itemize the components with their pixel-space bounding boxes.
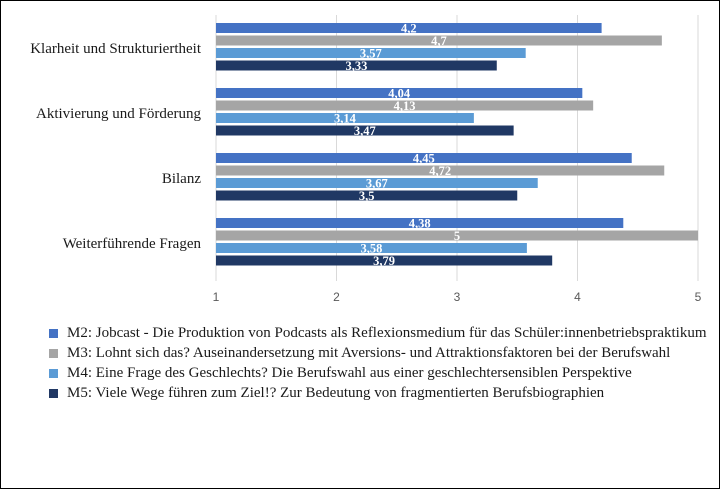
data-label: 3,33 [345,59,367,73]
data-label: 3,14 [334,112,357,126]
category-label: Klarheit und Strukturiertheit [30,41,202,57]
data-labels: 4,2 4,7 3,573,33 4,044,13 3,143,47 4,454,72 3,… [334,22,460,269]
legend-item: M4: Eine Frage des Geschlechts? Die Beru… [49,364,709,383]
bar [216,125,514,136]
legend-item: M2: Jobcast - Die Produktion von Podcast… [49,324,709,343]
bar [216,100,594,111]
bar [216,165,665,176]
legend-swatch [49,389,58,398]
x-tick-label: 1 [213,290,220,304]
data-label: 3,57 [360,47,382,61]
bar [216,48,526,58]
data-label: 4,45 [413,152,435,166]
legend-item: M5: Viele Wege führen zum Ziel!? Zur Bed… [49,384,709,403]
category-labels: Klarheit und Strukturiertheit Aktivierung… [30,41,202,252]
x-tick-label: 4 [574,290,581,304]
legend-label: M2: Jobcast - Die Produktion von Podcast… [67,325,707,341]
legend-swatch [49,329,58,338]
data-label: 4,04 [388,87,411,101]
bar [216,255,553,266]
legend-label: M3: Lohnt sich das? Auseinandersetzung m… [67,345,671,361]
category-label: Bilanz [162,171,201,187]
legend-label: M4: Eine Frage des Geschlechts? Die Beru… [67,365,632,381]
category-label: Weiterführende Fragen [63,236,202,252]
x-tick-label: 3 [454,290,461,304]
data-label: 4,7 [431,34,447,48]
bar-chart: 4,2 4,7 3,573,33 4,044,13 3,143,47 4,454,72 3,… [30,15,702,304]
bar [216,243,527,253]
data-label: 3,5 [359,189,375,203]
x-axis-ticks: 1 2 3 4 5 [213,290,702,304]
bar [216,230,698,241]
category-label: Aktivierung und Förderung [36,106,201,122]
legend-swatch [49,369,58,378]
data-label: 4,2 [401,22,417,36]
data-label: 4,72 [429,164,451,178]
bar [216,23,602,33]
bar [216,113,474,123]
bar [216,88,583,98]
legend-label: M5: Viele Wege führen zum Ziel!? Zur Bed… [67,385,605,401]
x-tick-label: 5 [695,290,702,304]
bar [216,60,497,71]
data-label: 3,58 [361,242,383,256]
bar [216,178,538,188]
bar [216,35,662,46]
legend-item: M3: Lohnt sich das? Auseinandersetzung m… [49,344,709,363]
bar [216,153,632,163]
legend: M2: Jobcast - Die Produktion von Podcast… [49,324,709,404]
data-label: 4,13 [394,99,416,113]
data-label: 5 [454,229,460,243]
data-label: 3,47 [354,124,376,138]
data-label: 3,79 [373,254,395,268]
bar [216,190,518,201]
bar [216,218,624,228]
legend-swatch [49,349,58,358]
x-tick-label: 2 [333,290,340,304]
bars [216,23,698,266]
data-label: 4,38 [409,217,431,231]
data-label: 3,67 [366,177,388,191]
